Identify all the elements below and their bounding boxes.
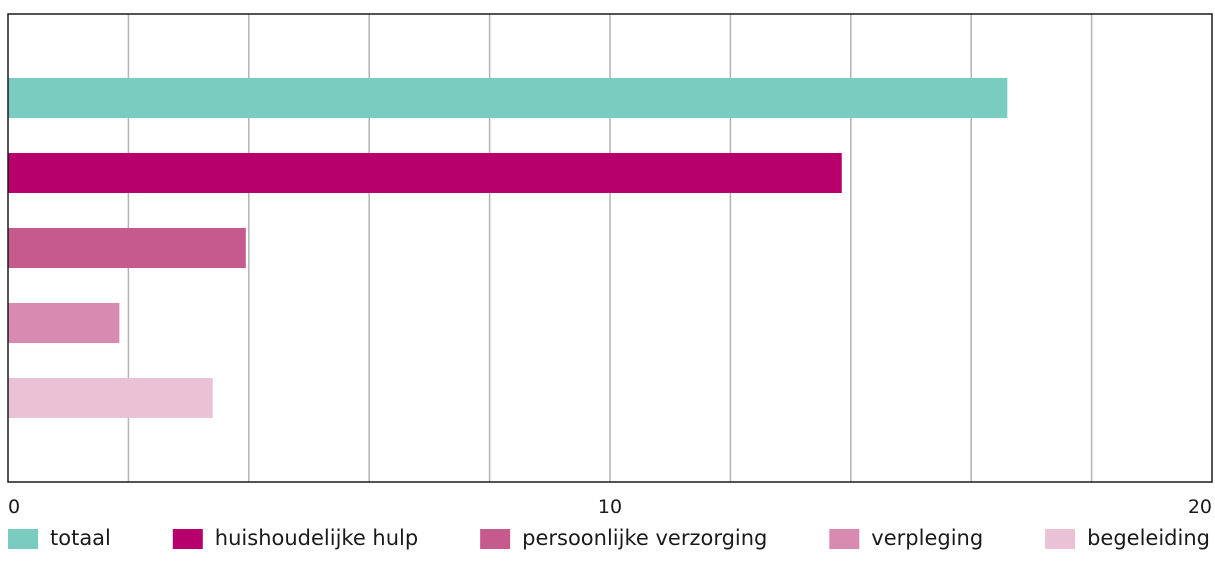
bar-verpleging bbox=[8, 303, 120, 343]
x-tick-label: 10 bbox=[598, 496, 622, 518]
legend-label: huishoudelijke hulp bbox=[215, 526, 418, 550]
legend-label: begeleiding bbox=[1087, 526, 1210, 550]
legend-item: begeleiding bbox=[1045, 526, 1210, 550]
legend-swatch bbox=[829, 529, 860, 549]
legend-item: persoonlijke verzorging bbox=[480, 526, 767, 550]
legend-item: totaal bbox=[8, 526, 111, 550]
legend-item: huishoudelijke hulp bbox=[172, 526, 418, 550]
legend-label: persoonlijke verzorging bbox=[522, 526, 767, 550]
legend: totaal huishoudelijke hulp persoonlijke ve… bbox=[8, 526, 1210, 550]
bar-begeleiding bbox=[8, 378, 213, 418]
bar-huishoudelijke-hulp bbox=[8, 153, 842, 193]
x-axis-tick-labels: 0 10 20 bbox=[8, 496, 1212, 518]
legend-label: totaal bbox=[50, 526, 111, 550]
legend-swatch bbox=[1045, 529, 1076, 549]
bar-persoonlijke-verzorging bbox=[8, 228, 246, 268]
bar-totaal bbox=[8, 78, 1008, 118]
legend-swatch bbox=[480, 529, 511, 549]
bars bbox=[8, 78, 1008, 418]
plot-area-frame bbox=[7, 13, 1213, 483]
legend-swatch bbox=[172, 529, 203, 549]
legend-swatch bbox=[8, 529, 38, 549]
x-tick-label: 0 bbox=[8, 496, 20, 518]
x-tick-label: 20 bbox=[1188, 496, 1212, 518]
legend-label: verpleging bbox=[871, 526, 983, 550]
legend-item: verpleging bbox=[829, 526, 983, 550]
